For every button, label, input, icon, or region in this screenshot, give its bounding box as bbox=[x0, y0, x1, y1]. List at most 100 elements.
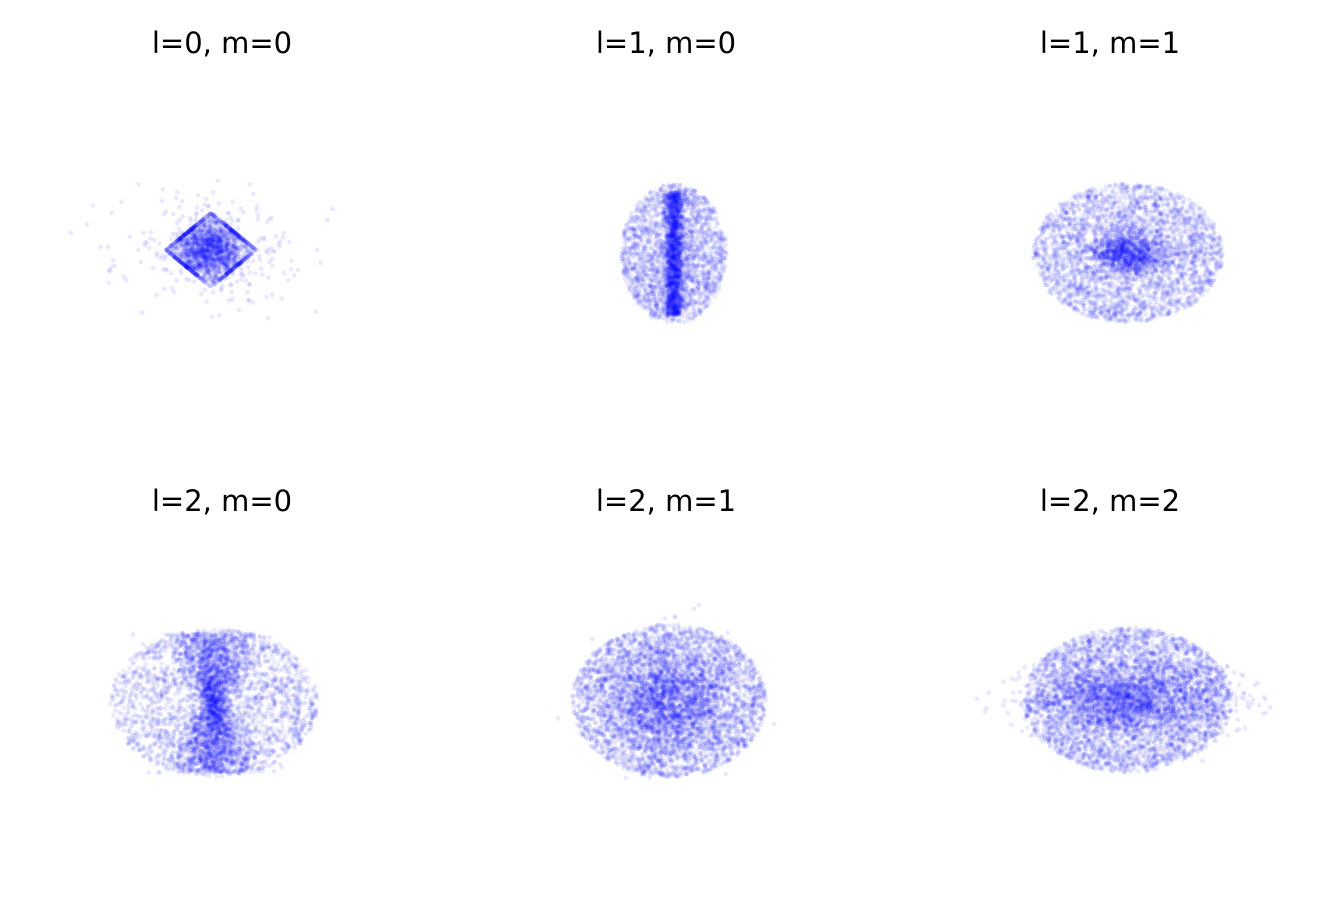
scatter-point bbox=[202, 258, 207, 264]
scatter-point bbox=[633, 294, 639, 299]
scatter-point bbox=[235, 251, 241, 257]
scatter-point bbox=[205, 269, 210, 274]
scatter-point bbox=[184, 240, 190, 245]
scatter-point bbox=[240, 236, 245, 242]
scatter-point bbox=[682, 319, 687, 325]
scatter-point bbox=[232, 263, 238, 269]
scatter-point bbox=[178, 240, 183, 246]
scatter-point bbox=[706, 215, 711, 220]
scatter-point bbox=[206, 237, 211, 243]
scatter-point bbox=[218, 218, 224, 224]
scatter-point bbox=[197, 241, 202, 247]
scatter-point bbox=[225, 231, 230, 237]
scatter-point bbox=[173, 239, 178, 245]
scatter-point bbox=[656, 274, 661, 280]
scatter-point bbox=[200, 237, 206, 242]
scatter-point bbox=[225, 210, 230, 216]
scatter-point bbox=[183, 250, 189, 256]
scatter-point bbox=[209, 242, 214, 247]
scatter-point bbox=[659, 292, 665, 297]
scatter-point bbox=[674, 311, 679, 317]
scatter-point bbox=[188, 215, 193, 221]
scatter-point bbox=[228, 268, 233, 274]
scatter-point bbox=[215, 275, 221, 281]
scatter-point bbox=[194, 262, 200, 267]
scatter-point bbox=[211, 232, 216, 238]
scatter-point bbox=[225, 248, 231, 253]
scatter-point bbox=[674, 300, 680, 306]
scatter-point bbox=[711, 231, 716, 236]
scatter-point bbox=[170, 251, 175, 256]
scatter-point bbox=[190, 225, 196, 231]
scatter-point bbox=[213, 228, 219, 234]
scatter-point bbox=[191, 241, 196, 246]
scatter-point bbox=[674, 193, 679, 199]
scatter-point bbox=[186, 261, 191, 266]
scatter-point bbox=[210, 262, 215, 267]
scatter-point bbox=[233, 230, 238, 236]
scatter-point bbox=[660, 193, 666, 198]
scatter-point bbox=[193, 219, 199, 225]
scatter-point bbox=[225, 262, 231, 267]
scatter-point bbox=[187, 237, 193, 242]
scatter-point bbox=[210, 243, 215, 249]
scatter-point bbox=[197, 245, 202, 251]
scatter-point bbox=[657, 222, 663, 228]
scatter-point bbox=[197, 230, 203, 236]
scatter-point bbox=[231, 232, 237, 238]
scatter-point bbox=[189, 259, 194, 265]
scatter-point bbox=[202, 252, 208, 258]
scatter-point bbox=[218, 256, 224, 262]
scatter-point bbox=[221, 260, 227, 265]
panel-title: l=0, m=0 bbox=[0, 26, 444, 60]
scatter-point bbox=[705, 202, 710, 207]
scatter-point bbox=[672, 271, 677, 277]
scatter-point bbox=[193, 235, 199, 241]
scatter-point bbox=[219, 234, 224, 240]
scatter-point bbox=[237, 248, 242, 253]
scatter-point bbox=[675, 311, 681, 316]
scatter-point bbox=[235, 232, 241, 238]
scatter-point bbox=[669, 209, 674, 215]
scatter-point bbox=[642, 295, 647, 301]
scatter-point bbox=[676, 268, 681, 274]
scatter-point bbox=[677, 251, 682, 257]
scatter-point bbox=[232, 244, 238, 249]
scatter-point bbox=[185, 253, 190, 259]
scatter-point bbox=[670, 253, 676, 259]
scatter-point bbox=[212, 281, 218, 287]
scatter-point bbox=[682, 250, 688, 256]
scatter-point bbox=[178, 251, 184, 257]
scatter-point bbox=[191, 224, 197, 230]
scatter-point bbox=[179, 235, 184, 240]
scatter-point bbox=[196, 245, 201, 250]
scatter-point bbox=[189, 236, 195, 242]
scatter-point bbox=[660, 244, 665, 250]
scatter-point bbox=[639, 276, 644, 282]
scatter-point bbox=[195, 250, 201, 256]
scatter-point bbox=[177, 259, 183, 264]
scatter-point bbox=[236, 261, 242, 267]
scatter-point bbox=[665, 246, 670, 251]
scatter-point bbox=[689, 315, 695, 321]
scatter-point bbox=[195, 193, 201, 198]
scatter-point bbox=[684, 195, 689, 200]
scatter-point bbox=[198, 249, 204, 255]
scatter-point bbox=[196, 245, 201, 251]
scatter-point bbox=[214, 276, 219, 282]
scatter-point bbox=[192, 264, 198, 269]
scatter-point bbox=[211, 237, 216, 243]
scatter-point bbox=[669, 244, 675, 250]
scatter-point bbox=[225, 246, 231, 252]
scatter-point bbox=[200, 251, 206, 256]
scatter-point bbox=[193, 255, 198, 261]
scatter-point bbox=[201, 247, 207, 252]
scatter-point bbox=[182, 232, 188, 237]
scatter-point bbox=[235, 232, 240, 237]
scatter-point bbox=[660, 302, 665, 307]
scatter-point bbox=[90, 203, 96, 208]
scatter-point bbox=[178, 235, 184, 240]
scatter-point bbox=[189, 247, 195, 252]
scatter-point bbox=[257, 257, 263, 263]
scatter-point bbox=[250, 244, 255, 250]
